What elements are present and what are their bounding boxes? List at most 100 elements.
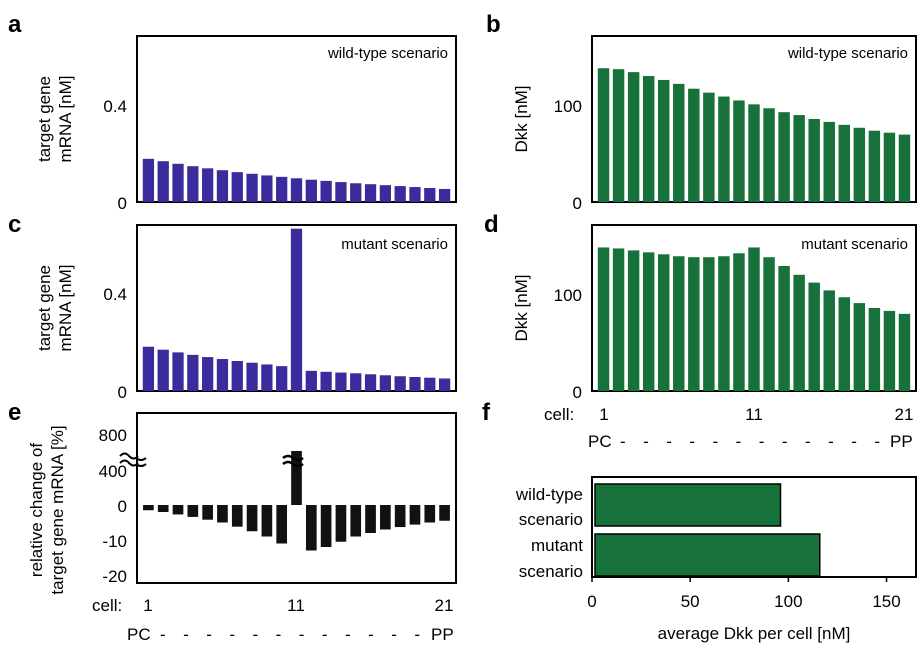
panel-d-bar	[642, 252, 655, 391]
panel-b-bar	[748, 104, 760, 202]
panel-e-bar	[335, 505, 347, 542]
panel-c-bar	[409, 376, 421, 391]
panel-c-bar	[157, 349, 169, 391]
panel-b-bar	[718, 96, 730, 202]
panel-a-bar	[335, 182, 347, 202]
panel-a-ylabel: target gene mRNA [nM]	[35, 76, 75, 163]
panel-d-cell-tick-11: 11	[745, 405, 763, 424]
panel-a-title: wild-type scenario	[327, 45, 448, 62]
panel-d-bar	[748, 247, 760, 391]
panel-b-bar	[658, 79, 670, 202]
panel-e-axis-break-bar	[282, 454, 304, 468]
panel-a-bar	[261, 175, 273, 202]
panel-b-bar	[853, 127, 866, 202]
panel-f-bar	[594, 533, 821, 577]
panel-c-bar	[261, 364, 273, 391]
panel-d-cell-prefix: cell:	[544, 405, 574, 424]
panel-d-bar	[597, 247, 610, 391]
panel-e-cell-tick-11: 11	[287, 596, 305, 615]
panel-e-ytick-4: -20	[102, 567, 127, 586]
panel-a-ylabel-line1: target gene	[35, 76, 54, 162]
panel-label-f: f	[482, 399, 491, 426]
panel-b-bar	[703, 92, 715, 202]
panel-c-title: mutant scenario	[341, 236, 448, 253]
panel-d-chart: mutant scenario 100 0 Dkk [nM]	[512, 224, 917, 402]
panel-e-cell-prefix: cell:	[92, 596, 122, 615]
panel-e-bar	[320, 505, 332, 547]
panel-d-title: mutant scenario	[801, 236, 908, 253]
panel-d-bar	[898, 313, 911, 391]
panel-e-ytick-3: -10	[102, 532, 127, 551]
panel-a-bar	[320, 180, 332, 202]
panel-e-ytick-2: 0	[118, 497, 127, 516]
panel-d-dashes: - - - - - - - - - - - -	[620, 432, 880, 451]
panel-b-chart: wild-type scenario 100 0 Dkk [nM]	[512, 35, 917, 213]
panel-e-chart: 800 400 0 -10 -20 relative change of tar…	[27, 412, 457, 595]
panel-b-bar	[793, 115, 805, 202]
panel-e-cell-tick-21: 21	[435, 596, 454, 615]
panel-e-ytick-0: 800	[99, 426, 127, 445]
panel-f-bar	[594, 483, 782, 527]
panel-f-xticks: 0 50 100 150	[587, 577, 901, 611]
panel-d-ytick-1: 0	[573, 383, 582, 402]
panel-a-bar	[438, 188, 451, 202]
panel-c-bar	[187, 354, 199, 391]
panel-b-ylabel: Dkk [nM]	[512, 85, 531, 152]
panel-c-bar	[142, 346, 155, 391]
panel-b-bar	[627, 72, 640, 202]
panel-e-break-squiggle	[119, 452, 139, 467]
panel-f-xtick-label: 0	[587, 592, 596, 611]
panel-d-ylabel: Dkk [nM]	[512, 274, 531, 341]
panel-b-bar	[763, 108, 775, 202]
panel-e-frame	[136, 412, 457, 584]
panel-f-category-1-line2: scenario	[519, 562, 583, 581]
panel-c-bars	[142, 228, 451, 391]
panel-b-bar	[898, 134, 911, 202]
panel-c-bar	[394, 376, 406, 391]
panel-a-ylabel-line2: mRNA [nM]	[56, 76, 75, 163]
panel-d-bar	[718, 256, 730, 391]
panel-a-bar	[276, 176, 288, 202]
panel-b-bar	[642, 76, 655, 202]
panel-e-bar	[187, 505, 199, 517]
panel-d-cell-tick-21: 21	[895, 405, 914, 424]
panel-c-bar	[424, 377, 436, 391]
panel-d-bar	[868, 308, 881, 391]
panel-f-bars	[594, 483, 821, 577]
panel-a-bar	[246, 173, 258, 202]
panel-c-bar	[231, 361, 243, 391]
panel-b-bar	[823, 121, 835, 202]
panel-e-bar	[424, 505, 436, 523]
panel-b-bar	[868, 130, 881, 202]
panel-d-bar	[883, 310, 896, 391]
panel-c-bar	[276, 366, 288, 391]
panel-b-bar	[612, 69, 625, 202]
panel-b-bar	[883, 132, 896, 202]
panel-a-bar	[305, 179, 317, 202]
panel-b-bar	[688, 88, 700, 202]
panel-d-bar	[763, 257, 775, 391]
panel-label-c: c	[8, 211, 21, 238]
panel-a-bar	[231, 172, 243, 202]
panel-e-bar	[202, 505, 213, 520]
panel-f-xlabel: average Dkk per cell [nM]	[658, 624, 851, 643]
panel-e-pp-label: PP	[431, 625, 454, 644]
panel-e-bar	[217, 505, 228, 523]
panel-d-bar	[658, 254, 670, 391]
panel-d-bar	[612, 248, 625, 391]
panel-e-bar	[305, 505, 317, 551]
panel-d-bar	[703, 257, 715, 391]
panel-a-ytick-1: 0	[118, 194, 127, 213]
panel-c-bar	[202, 357, 214, 391]
panel-e-ylabel-line2: target gene mRNA [%]	[48, 425, 67, 594]
panel-c-bar	[290, 228, 303, 391]
panel-e-bar	[409, 505, 421, 525]
panel-c-bar	[335, 372, 347, 391]
panel-f-xtick-label: 50	[681, 592, 700, 611]
panel-d-bar	[793, 274, 805, 391]
panel-e-bar	[380, 505, 391, 530]
panel-d-cell-tick-1: 1	[599, 405, 608, 424]
panel-c-bar	[305, 370, 317, 391]
panel-a-bar	[350, 183, 362, 202]
